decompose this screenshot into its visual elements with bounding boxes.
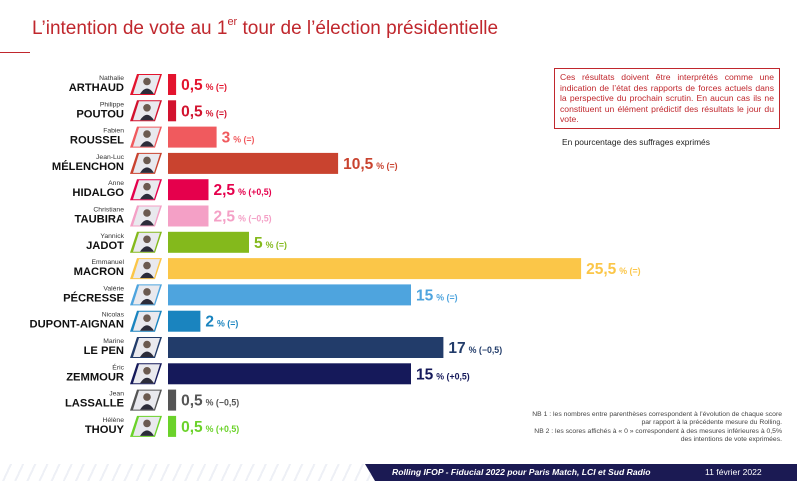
candidate-photo bbox=[130, 74, 162, 95]
candidate-last-name: LASSALLE bbox=[65, 398, 125, 410]
bar bbox=[168, 284, 411, 306]
bar bbox=[168, 363, 411, 385]
footer-source: Rolling IFOP - Fiducial 2022 pour Paris … bbox=[392, 467, 651, 477]
candidate-first-name: Marine bbox=[103, 338, 124, 345]
candidate-first-name: Jean bbox=[109, 391, 124, 398]
candidate-photo bbox=[130, 389, 162, 411]
candidate-last-name: ARTHAUD bbox=[69, 82, 124, 94]
bar bbox=[168, 126, 217, 148]
footer-bar: Rolling IFOP - Fiducial 2022 pour Paris … bbox=[0, 464, 797, 481]
candidate-photo bbox=[130, 179, 162, 201]
title-text-rest: tour de l’élection présidentielle bbox=[237, 18, 499, 39]
candidate-last-name: THOUY bbox=[85, 424, 125, 436]
candidate-photo bbox=[130, 363, 162, 385]
candidate-photo bbox=[130, 310, 162, 332]
value-label: 15% (+0,5) bbox=[416, 366, 470, 383]
candidate-photo bbox=[130, 337, 162, 358]
value-label: 0,5% (=) bbox=[181, 77, 227, 94]
candidate-last-name: LE PEN bbox=[84, 345, 124, 357]
candidate-photo bbox=[130, 126, 162, 148]
bar bbox=[168, 74, 177, 95]
value-label: 2,5% (−0,5) bbox=[214, 209, 272, 226]
candidate-last-name: HIDALGO bbox=[72, 187, 124, 199]
value-label: 5% (=) bbox=[254, 235, 287, 252]
disclaimer-box: Ces résultats doivent être interprétés c… bbox=[554, 68, 780, 129]
bar bbox=[168, 258, 582, 280]
value-label: 0,5% (−0,5) bbox=[181, 393, 239, 410]
value-label: 2,5% (+0,5) bbox=[214, 182, 272, 199]
bar bbox=[168, 205, 209, 227]
footer-date: 11 février 2022 bbox=[705, 467, 762, 477]
candidate-first-name: Éric bbox=[112, 362, 124, 371]
footnote-1: NB 1 : les nombres entre parenthèses cor… bbox=[532, 411, 782, 427]
candidate-photo bbox=[130, 415, 162, 437]
candidate-last-name: DUPONT-AIGNAN bbox=[30, 319, 124, 331]
candidate-last-name: TAUBIRA bbox=[74, 214, 124, 226]
candidate-last-name: ZEMMOUR bbox=[66, 371, 124, 383]
value-label: 10,5% (=) bbox=[343, 156, 398, 173]
bar bbox=[168, 389, 177, 411]
candidate-first-name: Valérie bbox=[103, 285, 124, 292]
bar bbox=[168, 152, 339, 174]
candidate-photo bbox=[130, 231, 162, 253]
footnote-2: NB 2 : les scores affichés à « 0 » corre… bbox=[534, 427, 782, 444]
candidate-last-name: POUTOU bbox=[76, 108, 124, 120]
candidate-first-name: Fabien bbox=[103, 128, 124, 135]
bar bbox=[168, 231, 249, 253]
value-label: 25,5% (=) bbox=[586, 261, 641, 278]
candidate-last-name: ROUSSEL bbox=[70, 135, 124, 147]
candidate-photo bbox=[130, 258, 162, 280]
chart-title: L’intention de vote au 1er tour de l’éle… bbox=[32, 16, 499, 40]
value-label: 15% (=) bbox=[416, 287, 458, 304]
value-label: 2% (=) bbox=[205, 314, 238, 331]
candidate-first-name: Emmanuel bbox=[92, 259, 125, 266]
bar bbox=[168, 415, 177, 437]
candidate-first-name: Yannick bbox=[100, 233, 124, 240]
bar bbox=[168, 100, 177, 122]
candidate-first-name: Philippe bbox=[100, 101, 124, 108]
candidate-photo bbox=[130, 100, 162, 122]
candidate-first-name: Anne bbox=[108, 180, 124, 187]
candidate-first-name: Jean-Luc bbox=[96, 154, 125, 161]
value-label: 17% (−0,5) bbox=[448, 340, 502, 357]
candidate-last-name: MACRON bbox=[74, 266, 124, 278]
footnotes: NB 1 : les nombres entre parenthèses cor… bbox=[530, 411, 782, 445]
candidate-photo bbox=[130, 205, 162, 227]
candidate-first-name: Christiane bbox=[93, 207, 124, 214]
candidate-last-name: MÉLENCHON bbox=[52, 160, 124, 173]
unit-note: En pourcentage des suffrages exprimés bbox=[562, 137, 710, 147]
value-label: 3% (=) bbox=[222, 130, 255, 147]
value-label: 0,5% (=) bbox=[181, 103, 227, 120]
candidate-last-name: PÉCRESSE bbox=[63, 291, 124, 304]
candidate-last-name: JADOT bbox=[86, 240, 124, 252]
title-text: L’intention de vote au 1 bbox=[32, 18, 228, 39]
value-label: 0,5% (+0,5) bbox=[181, 419, 239, 436]
title-underline bbox=[0, 52, 30, 53]
bar bbox=[168, 179, 209, 201]
candidate-photo bbox=[130, 152, 162, 174]
candidate-first-name: Hélène bbox=[102, 417, 124, 424]
bar bbox=[168, 310, 201, 332]
footer-stripe bbox=[0, 464, 375, 481]
candidate-first-name: Nathalie bbox=[99, 75, 124, 82]
candidate-photo bbox=[130, 284, 162, 306]
bar bbox=[168, 337, 444, 358]
candidate-first-name: Nicolas bbox=[102, 312, 125, 319]
title-superscript: er bbox=[227, 16, 238, 28]
